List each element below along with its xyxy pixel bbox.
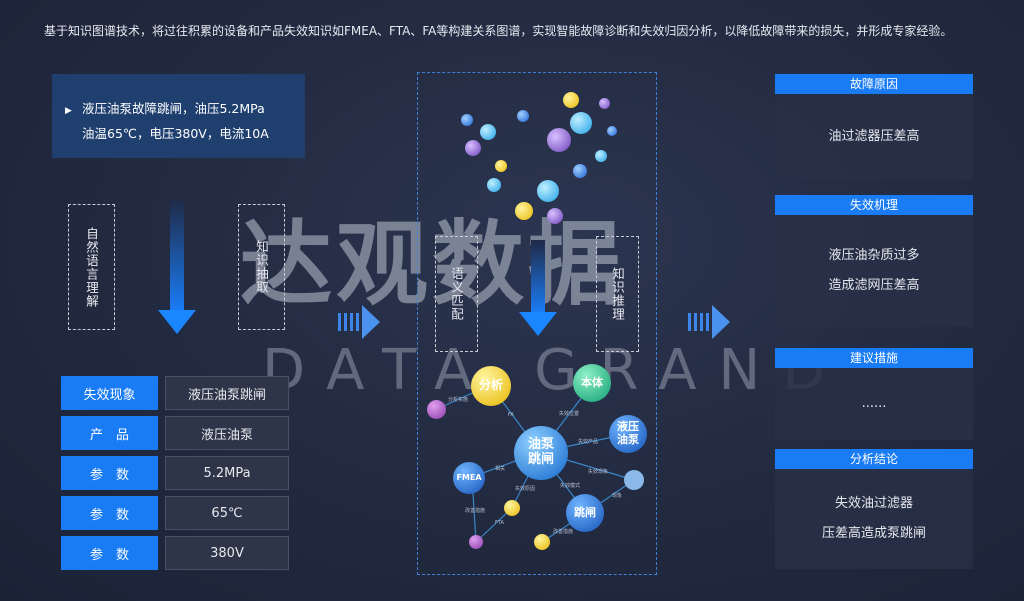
graph-node-analysis[interactable]: 分析 — [471, 366, 511, 406]
edge-label: 失效模式 — [560, 483, 581, 489]
row-key: 参 数 — [61, 456, 158, 490]
card-line: 造成滤网压差高 — [828, 278, 920, 293]
card-title: 分析结论 — [775, 449, 973, 469]
graph-node-trip[interactable]: 跳闸 — [566, 494, 604, 532]
input-line-2: 油温65℃，电压380V，电流10A — [82, 126, 269, 141]
graph-node — [504, 500, 520, 516]
edge-label: 改善措施 — [553, 529, 574, 535]
row-key: 参 数 — [61, 536, 158, 570]
table-row: 失效现象 液压油泵跳闸 — [61, 376, 289, 410]
edge-label: 失效现象 — [588, 469, 609, 475]
card-line: 油过滤器压差高 — [828, 129, 920, 144]
knowledge-graph-panel — [417, 72, 657, 575]
down-arrow-icon — [519, 240, 557, 336]
step-reason: 知识推理 — [596, 236, 639, 352]
card-title: 失效机理 — [775, 195, 973, 215]
card-conclusion: 分析结论 失效油过滤器 压差高造成泵跳闸 — [775, 449, 973, 569]
table-row: 产 品液压油泵 — [61, 416, 289, 450]
graph-node — [427, 400, 446, 419]
card-title: 建议措施 — [775, 348, 973, 368]
row-value: 液压油泵跳闸 — [165, 376, 289, 410]
table-row: 参 数 380V — [61, 536, 289, 570]
card-line: 压差高造成泵跳闸 — [821, 526, 926, 541]
edge-label: 失效产品 — [578, 439, 599, 445]
card-line: 失效油过滤器 — [834, 496, 913, 511]
step-match: 语义匹配 — [435, 236, 478, 352]
table-row: 参 数 5.2MPa — [61, 456, 289, 490]
card-line: ...... — [861, 396, 887, 411]
edge-label: FTA — [495, 520, 504, 526]
edge-label: 分析实施 — [448, 397, 469, 403]
graph-node — [624, 470, 644, 490]
graph-node-body[interactable]: 本体 — [573, 364, 611, 402]
step-extract: 知识抽取 — [238, 204, 285, 330]
graph-node-fmea[interactable]: FMEA — [453, 462, 485, 494]
row-value: 65℃ — [165, 496, 289, 530]
play-icon: ▶ — [65, 106, 72, 116]
edge-label: 改善措施 — [465, 508, 486, 514]
watermark-logo: 达观数据 — [240, 211, 625, 318]
graph-node — [534, 534, 550, 550]
intro-text: 基于知识图谱技术，将过往积累的设备和产品失效知识如FMEA、FTA、FA等构建关… — [44, 24, 953, 38]
card-suggestion: 建议措施 ...... — [775, 348, 973, 440]
right-arrow-icon — [688, 305, 730, 339]
edge-label: 失效位置 — [559, 411, 580, 417]
row-value: 5.2MPa — [165, 456, 289, 490]
edge-label: 相关 — [495, 466, 506, 472]
edge-label: FA — [508, 412, 514, 418]
graph-node-center[interactable]: 油泵跳闸 — [514, 426, 568, 480]
edge-label: 现象 — [612, 493, 623, 499]
input-line-1: 液压油泵故障跳闸，油压5.2MPa — [82, 101, 265, 116]
molecule-graphic — [455, 90, 625, 230]
input-query-box: ▶ 液压油泵故障跳闸，油压5.2MPa 油温65℃，电压380V，电流10A — [52, 74, 305, 158]
card-line: 液压油杂质过多 — [828, 248, 920, 263]
card-mechanism: 失效机理 液压油杂质过多 造成滤网压差高 — [775, 195, 973, 327]
row-value: 液压油泵 — [165, 416, 289, 450]
edge-label: 失效原因 — [515, 486, 536, 492]
card-title: 故障原因 — [775, 74, 973, 94]
card-fault-cause: 故障原因 油过滤器压差高 — [775, 74, 973, 180]
down-arrow-icon — [158, 200, 196, 334]
row-key: 产 品 — [61, 416, 158, 450]
table-row: 参 数 65℃ — [61, 496, 289, 530]
row-key: 失效现象 — [61, 376, 158, 410]
row-value: 380V — [165, 536, 289, 570]
watermark-logo-en: DATA GRAND — [262, 338, 848, 403]
right-arrow-icon — [338, 305, 380, 339]
graph-node-pump[interactable]: 液压油泵 — [609, 415, 647, 453]
graph-node — [469, 535, 483, 549]
step-nlu: 自然语言理解 — [68, 204, 115, 330]
row-key: 参 数 — [61, 496, 158, 530]
